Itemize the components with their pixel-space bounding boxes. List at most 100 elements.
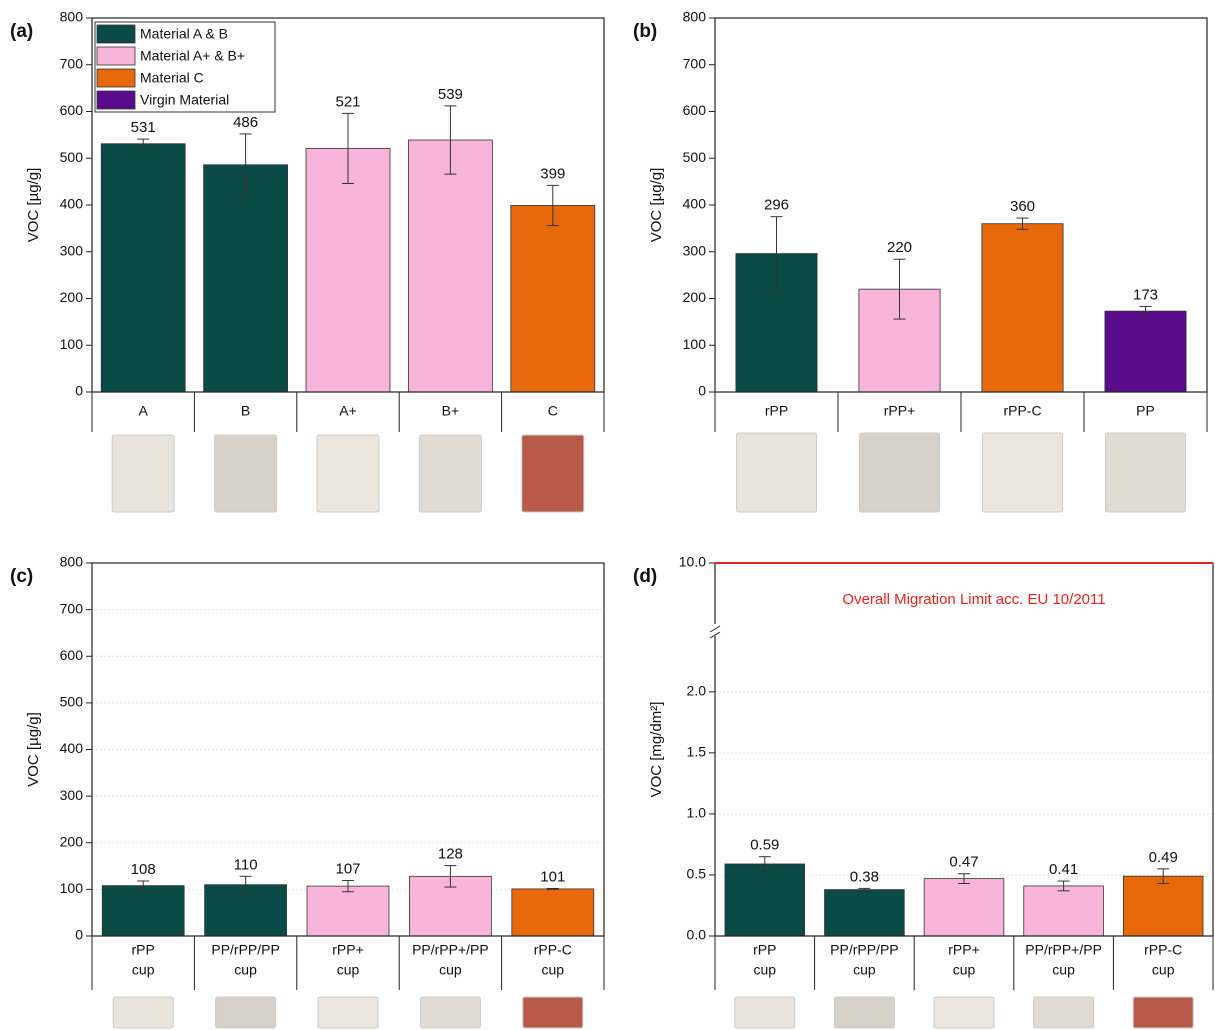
- y-tick-label: 600: [60, 102, 84, 118]
- x-tick-label: A+: [339, 403, 357, 419]
- y-axis-label: VOC [µg/g]: [25, 168, 42, 243]
- legend-swatch: [97, 91, 135, 109]
- value-label: 360: [1010, 198, 1035, 215]
- sample-photo: [420, 997, 480, 1028]
- y-tick-label: 400: [60, 740, 84, 756]
- bar: [511, 205, 595, 392]
- error-bar: [547, 888, 559, 889]
- figure: (a) VOC [µg/g] 0 100 200 300 400 500 600 700 800 53…: [0, 0, 1215, 1030]
- value-label: 101: [540, 868, 565, 885]
- y-tick-label: 700: [683, 55, 707, 71]
- sample-photo: [522, 435, 584, 512]
- legend-swatch: [97, 69, 135, 87]
- sample-photo: [860, 433, 940, 512]
- y-tick-label: 200: [60, 833, 84, 849]
- panel: (c)VOC [µg/g]010020030040050060070080010…: [10, 554, 604, 1028]
- panel: (b)VOC [µg/g]010020030040050060070080029…: [633, 9, 1207, 512]
- y-tick-label: 400: [683, 196, 707, 212]
- y-tick-label: 10.0: [679, 554, 706, 570]
- panel-label: (b): [633, 21, 657, 42]
- x-tick-label: A: [139, 403, 149, 419]
- x-tick-label: PP/rPP+/PP: [1025, 942, 1102, 958]
- x-tick-label: cup: [439, 962, 462, 978]
- x-tick-label: cup: [953, 962, 976, 978]
- value-label: 128: [438, 846, 463, 863]
- y-tick-label: 100: [60, 336, 84, 352]
- y-tick-label: 1.0: [687, 805, 707, 821]
- y-tick-label: 300: [60, 787, 84, 803]
- y-tick-label: 500: [683, 149, 707, 165]
- x-tick-label: cup: [853, 962, 876, 978]
- x-tick-label: C: [548, 403, 558, 419]
- y-axis-label: VOC [µg/g]: [648, 168, 665, 243]
- x-tick-label: rPP-C: [1003, 403, 1041, 419]
- value-label: 108: [131, 861, 156, 878]
- x-tick-label: rPP: [765, 403, 788, 419]
- panel: (d)VOC [mg/dm²]0.00.51.01.52.010.00.59rP…: [633, 554, 1213, 1028]
- x-tick-label: cup: [542, 962, 565, 978]
- value-label: 0.38: [850, 868, 879, 885]
- bar: [204, 165, 288, 392]
- panel-label: (c): [10, 566, 33, 587]
- bar: [1024, 886, 1104, 936]
- x-tick-label: PP/rPP+/PP: [412, 942, 489, 958]
- x-tick-label: cup: [132, 962, 155, 978]
- y-tick-label: 100: [60, 880, 84, 896]
- y-tick-label: 300: [60, 242, 84, 258]
- y-tick-label: 700: [60, 55, 84, 71]
- sample-photo: [834, 997, 894, 1028]
- value-label: 486: [233, 114, 258, 131]
- sample-photo: [215, 435, 277, 512]
- y-tick-label: 400: [60, 196, 84, 212]
- x-tick-label: PP: [1136, 403, 1155, 419]
- limit-label: Overall Migration Limit acc. EU 10/2011: [842, 591, 1105, 608]
- x-tick-label: rPP-C: [534, 942, 572, 958]
- legend-label: Material A & B: [140, 26, 228, 42]
- value-label: 539: [438, 86, 463, 103]
- bar: [307, 886, 389, 936]
- y-tick-label: 800: [60, 9, 84, 25]
- x-tick-label: PP/rPP/PP: [830, 942, 898, 958]
- bar: [101, 144, 185, 392]
- bar: [725, 864, 805, 936]
- bar: [306, 148, 390, 392]
- bar: [825, 890, 905, 936]
- y-tick-label: 800: [683, 9, 707, 25]
- sample-photo: [216, 997, 276, 1028]
- y-tick-label: 500: [60, 694, 84, 710]
- x-tick-label: PP/rPP/PP: [211, 942, 279, 958]
- y-tick-label: 2.0: [687, 683, 707, 699]
- y-tick-label: 600: [683, 102, 707, 118]
- y-tick-label: 0: [75, 927, 83, 943]
- y-tick-label: 300: [683, 242, 707, 258]
- sample-photo: [419, 435, 481, 512]
- legend-swatch: [97, 25, 135, 43]
- bar: [924, 879, 1004, 936]
- y-axis-label: VOC [µg/g]: [25, 712, 42, 787]
- x-tick-label: rPP: [753, 942, 776, 958]
- panel-label: (a): [10, 21, 33, 42]
- sample-photo: [317, 435, 379, 512]
- y-tick-label: 0: [75, 383, 83, 399]
- x-tick-label: rPP+: [884, 403, 916, 419]
- x-tick-label: rPP: [132, 942, 155, 958]
- y-tick-label: 600: [60, 647, 84, 663]
- y-tick-label: 100: [683, 336, 707, 352]
- sample-photo: [735, 997, 795, 1028]
- value-label: 531: [131, 119, 156, 136]
- value-label: 110: [234, 856, 258, 873]
- bar: [102, 886, 184, 936]
- sample-photo: [737, 433, 817, 512]
- legend-label: Material A+ & B+: [140, 48, 245, 64]
- x-tick-label: rPP+: [948, 942, 980, 958]
- x-tick-label: cup: [754, 962, 777, 978]
- bar: [1123, 876, 1203, 936]
- bar: [1105, 311, 1186, 392]
- y-tick-label: 0: [698, 383, 706, 399]
- y-tick-label: 200: [683, 289, 707, 305]
- y-tick-label: 700: [60, 600, 84, 616]
- x-tick-label: cup: [234, 962, 257, 978]
- x-tick-label: cup: [337, 962, 360, 978]
- x-tick-label: rPP+: [332, 942, 364, 958]
